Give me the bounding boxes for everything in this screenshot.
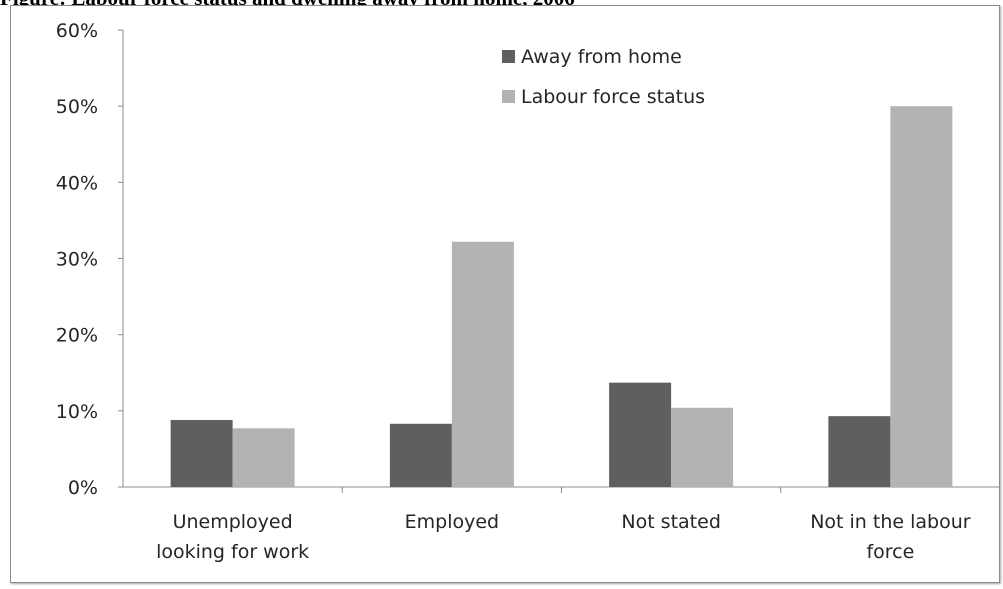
bar-labour-force-status-2 (671, 407, 734, 487)
legend: Away from home Labour force status (502, 46, 705, 108)
legend-swatch (502, 50, 515, 63)
y-tick-label: 10% (56, 401, 98, 423)
bar-away-from-home-2 (609, 382, 672, 487)
bar-away-from-home-1 (389, 423, 452, 487)
y-tick-label: 40% (56, 172, 98, 194)
category-label: Employed (405, 511, 499, 533)
y-tick-label: 50% (56, 96, 98, 118)
category-labels: Unemployed looking for work Employed Not st… (156, 487, 971, 563)
bar-away-from-home-0 (170, 419, 233, 487)
bar-labour-force-status-1 (451, 241, 514, 487)
category-label: Unemployed looking for work (156, 511, 309, 563)
y-tick-label: 0% (68, 477, 98, 499)
bar-labour-force-status-3 (890, 106, 953, 488)
legend-swatch (502, 90, 515, 103)
y-tick-label: 20% (56, 325, 98, 347)
legend-label: Labour force status (521, 86, 705, 108)
legend-label: Away from home (521, 46, 682, 68)
bars (170, 106, 953, 488)
bar-away-from-home-3 (828, 416, 891, 487)
figure-caption: Figure: Labour force status and dwelling… (0, 0, 1003, 8)
category-label: Not stated (621, 511, 721, 533)
y-tick-label: 60% (56, 20, 98, 42)
y-tick-label: 30% (56, 249, 98, 271)
y-tick-labels: 0% 10% 20% 30% 40% 50% 60% (56, 20, 123, 499)
bar-labour-force-status-0 (232, 428, 295, 487)
category-label: Not in the labour force (810, 511, 971, 563)
